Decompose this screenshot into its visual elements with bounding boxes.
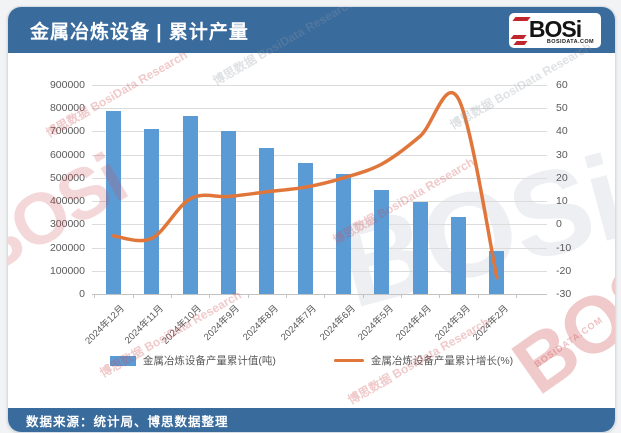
right-axis-tick-label: 60 — [556, 79, 568, 91]
x-axis-tick — [247, 294, 249, 298]
x-axis-category-label: 2024年5月 — [355, 303, 396, 344]
right-axis-tick-label: 50 — [556, 102, 568, 115]
bar — [259, 147, 275, 294]
left-axis-tick-label: 0 — [79, 288, 85, 300]
chart-legend: 金属冶炼设备产量累计值(吨) 金属冶炼设备产量累计增长(%) — [8, 353, 615, 368]
grid-line — [92, 247, 547, 249]
grid-line — [92, 108, 547, 110]
legend-line-swatch-icon — [333, 358, 364, 363]
left-axis-tick-label: 200000 — [49, 241, 85, 254]
x-axis-category-label: 2024年6月 — [317, 303, 358, 344]
x-axis-category-label: 2024年10月 — [160, 303, 205, 347]
x-axis-category-label: 2024年3月 — [432, 303, 473, 344]
legend-bar-swatch-icon — [109, 355, 136, 366]
x-axis-category-label: 2024年11月 — [122, 303, 166, 347]
right-axis-tick-label: -30 — [556, 288, 572, 300]
bar — [374, 190, 390, 294]
logo-stripe-icon — [510, 34, 527, 39]
x-axis-category-label: 2024年2月 — [470, 303, 511, 344]
right-axis-tick-label: 40 — [556, 125, 568, 138]
right-axis-tick-label: 30 — [556, 148, 568, 161]
left-axis-tick-label: 800000 — [49, 102, 85, 115]
grid-line — [92, 85, 547, 86]
plot-area: 900000 60 800000 50 700000 40 600000 30 500000 20… — [50, 79, 571, 347]
x-axis-category-label: 2024年7月 — [279, 303, 320, 344]
bar — [144, 129, 160, 294]
legend-item: 金属冶炼设备产量累计值(吨) — [109, 353, 276, 368]
left-axis-tick-label: 500000 — [49, 171, 85, 184]
grid-line — [92, 154, 547, 156]
x-axis-tick — [94, 294, 96, 298]
x-axis-tick — [516, 294, 518, 298]
bar — [297, 162, 313, 294]
report-card: 金属冶炼设备 | 累计产量 BOSi BOSIDATA.COM BOSi 900… — [7, 6, 616, 433]
bar — [412, 202, 428, 294]
grid-line — [92, 224, 547, 226]
left-axis-tick-label: 300000 — [49, 218, 85, 231]
x-axis-category-label: 2024年12月 — [83, 303, 128, 347]
left-axis-tick-label: 900000 — [49, 79, 85, 91]
x-axis-tick — [401, 294, 403, 298]
grid-line — [92, 177, 547, 179]
bar — [336, 174, 351, 294]
left-axis-tick-label: 400000 — [49, 195, 85, 208]
x-axis-category-label: 2024年8月 — [240, 303, 281, 344]
header-bar: 金属冶炼设备 | 累计产量 BOSi BOSIDATA.COM — [8, 7, 615, 53]
x-axis-tick — [439, 294, 441, 298]
x-axis-tick — [170, 294, 172, 298]
x-axis-tick — [132, 294, 134, 298]
right-axis-tick-label: 10 — [556, 195, 568, 208]
logo-domain: BOSIDATA.COM — [546, 38, 594, 45]
bar — [220, 131, 236, 294]
trend-line — [111, 90, 499, 280]
left-axis-tick-label: 100000 — [49, 264, 85, 277]
x-axis-tick — [324, 294, 326, 298]
grid-line — [92, 270, 547, 272]
bosi-logo: BOSi BOSIDATA.COM — [509, 12, 601, 48]
legend-item: 金属冶炼设备产量累计增长(%) — [333, 353, 514, 368]
grid-line — [92, 131, 547, 133]
right-axis-tick-label: 0 — [556, 218, 562, 231]
logo-text: BOSi — [528, 15, 582, 42]
x-axis-tick — [362, 294, 364, 298]
x-axis-tick — [477, 294, 479, 298]
bar — [182, 115, 198, 294]
left-axis-tick-label: 700000 — [49, 125, 85, 138]
left-axis-tick-label: 600000 — [49, 148, 85, 161]
grid-line — [92, 201, 547, 203]
right-axis-tick-label: 20 — [556, 171, 568, 184]
x-axis-category-label: 2024年9月 — [202, 303, 243, 344]
x-axis-category-label: 2024年4月 — [394, 303, 435, 344]
x-axis-tick — [286, 294, 287, 298]
source-note: 数据来源：统计局、博思数据整理 — [26, 414, 229, 429]
right-axis-tick-label: -20 — [556, 264, 572, 277]
chart-area: BOSi 900000 60 800000 50 700000 40 600000 30 500… — [8, 53, 615, 408]
page-title: 金属冶炼设备 | 累计产量 — [30, 21, 249, 43]
logo-stripe-icon — [513, 40, 528, 45]
footer-bar: 数据来源：统计局、博思数据整理 — [8, 408, 615, 432]
legend-label: 金属冶炼设备产量累计值(吨) — [142, 355, 276, 367]
x-axis-tick — [209, 294, 211, 298]
bar — [105, 110, 121, 294]
legend-label: 金属冶炼设备产量累计增长(%) — [370, 355, 514, 367]
grid-line — [92, 294, 547, 295]
bar — [451, 217, 467, 294]
right-axis-tick-label: -10 — [556, 241, 572, 254]
logo-stripe-icon — [512, 16, 531, 21]
